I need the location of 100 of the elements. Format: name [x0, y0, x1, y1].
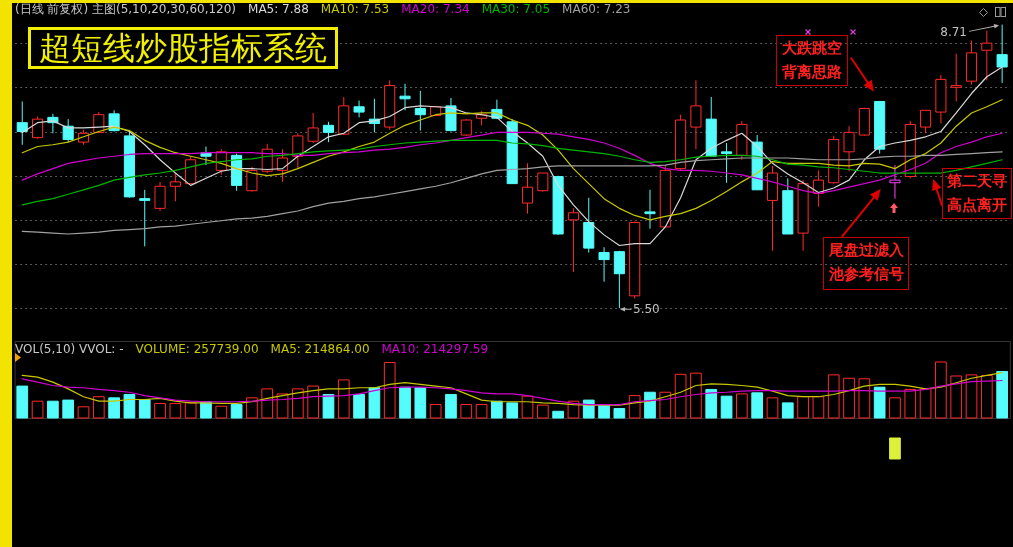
bar: [736, 393, 748, 419]
candlestick: [567, 207, 579, 273]
bar: [230, 404, 243, 419]
bar: [475, 404, 488, 419]
candlestick: [598, 246, 610, 283]
candlestick: [889, 164, 901, 200]
bar: [521, 395, 534, 419]
bar: [536, 404, 549, 419]
bar: [460, 404, 473, 419]
candlestick: [414, 90, 426, 132]
bar: [506, 402, 519, 419]
candlestick: [981, 30, 993, 81]
bar: [307, 385, 320, 419]
candlestick: [920, 109, 932, 134]
bar: [766, 397, 779, 419]
bar: [108, 397, 120, 419]
bar: [889, 397, 901, 419]
candlestick: [521, 162, 534, 215]
bar: [950, 375, 963, 419]
bar: [674, 373, 687, 419]
bar: [904, 388, 917, 419]
bar: [552, 410, 564, 419]
bar: [919, 388, 932, 419]
bar: [980, 374, 993, 419]
candlestick: [185, 155, 197, 185]
text: VOLUME: 257739.00: [135, 342, 259, 356]
bar: [781, 402, 794, 419]
chart-title: 超短线炒股指标系统: [28, 27, 338, 69]
bar: [644, 391, 656, 419]
bar: [31, 400, 44, 419]
bar: [337, 379, 350, 419]
candlestick: [307, 112, 319, 144]
bar: [383, 362, 396, 419]
bar: [598, 404, 610, 419]
text: MA10: 7.53: [320, 2, 390, 16]
candlestick: [950, 53, 962, 102]
bar: [628, 395, 641, 419]
bar: [215, 405, 228, 419]
bar: [246, 397, 258, 419]
bar: [138, 399, 151, 419]
bar: [858, 378, 871, 419]
bar: [843, 377, 855, 419]
candlestick: [322, 121, 335, 143]
annotation: 第二天寻高点离开: [942, 168, 1012, 219]
bar: [690, 372, 702, 419]
bar: [291, 388, 304, 419]
bar: [996, 371, 1008, 419]
bar: [92, 396, 105, 419]
text: MA20: 7.34: [401, 2, 470, 16]
bar: [491, 400, 503, 419]
text: MA60: 7.23: [562, 2, 631, 16]
candlestick: [843, 125, 855, 172]
bar: [368, 387, 381, 419]
bar: [720, 395, 733, 419]
bar: [873, 386, 886, 419]
bar: [77, 406, 90, 419]
text: MA5: 7.88: [248, 2, 309, 16]
bar: [827, 374, 840, 419]
bar: [613, 407, 626, 419]
bar: [276, 393, 289, 419]
candlestick: [169, 172, 181, 202]
bar: [705, 388, 718, 419]
candlestick: [399, 83, 411, 111]
candlestick: [246, 166, 258, 193]
candlestick: [139, 189, 151, 247]
bar: [414, 387, 427, 419]
annotation: 5.50: [633, 302, 660, 316]
bar: [123, 393, 136, 419]
bar: [429, 404, 442, 419]
text: MA30: 7.05: [481, 2, 551, 16]
bar: [154, 402, 166, 419]
candlestick: [613, 250, 625, 309]
chart-title: VOL(5,10) VVOL: -: [15, 342, 124, 356]
candlestick: [690, 79, 702, 150]
bar: [965, 374, 978, 419]
bar: [184, 402, 197, 419]
bar: [62, 399, 75, 419]
bar: [935, 361, 947, 419]
candlestick: [200, 146, 212, 166]
annotation: 8.71: [940, 25, 967, 39]
bar: [16, 385, 29, 419]
candlestick: [644, 189, 656, 230]
bar: [47, 400, 59, 419]
candlestick: [537, 172, 549, 193]
annotation: 大跌跳空背离思路: [776, 35, 848, 86]
annotation: 尾盘过滤入池参考信号: [823, 237, 909, 290]
text: MA10: 214297.59: [381, 342, 489, 356]
candlestick: [16, 100, 28, 146]
bar: [169, 402, 182, 419]
bar: [751, 392, 764, 419]
bar: [322, 393, 335, 419]
bar: [261, 388, 274, 419]
candlestick: [721, 142, 733, 184]
bar: [399, 386, 411, 419]
chart-subtitle: (日线 前复权) 主图(5,10,20,30,60,120): [15, 2, 237, 16]
candlestick: [62, 118, 74, 143]
text: MA5: 214864.00: [270, 342, 370, 356]
bar: [659, 391, 672, 419]
bar: [445, 393, 457, 419]
candlestick: [996, 24, 1008, 84]
